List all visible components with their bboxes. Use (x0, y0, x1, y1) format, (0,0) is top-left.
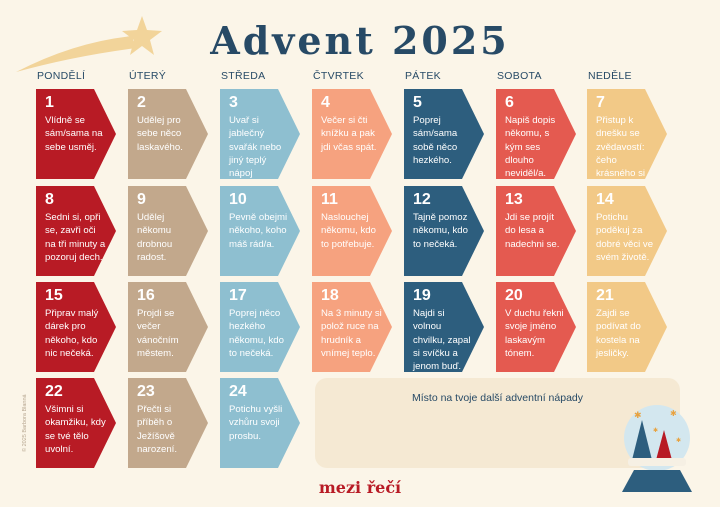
day-number: 12 (413, 191, 431, 208)
advent-day-15: 15 Připrav malý dárek pro někoho, kdo ni… (36, 282, 116, 372)
day-task: Udělej pro sebe něco laskavého. (137, 115, 183, 153)
day-number: 22 (45, 383, 63, 400)
day-task: Jdi se projít do lesa a nadechni se. (505, 212, 560, 250)
day-task: Poprej něco hezkého někomu, kdo to neček… (229, 308, 284, 359)
day-number: 24 (229, 383, 247, 400)
day-number: 10 (229, 191, 247, 208)
day-number: 4 (321, 94, 330, 111)
advent-day-10: 10 Pevně obejmi někoho, koho máš rád/a. (220, 186, 300, 276)
advent-day-12: 12 Tajně pomoz někomu, kdo to nečeká. (404, 186, 484, 276)
svg-text:✱: ✱ (676, 437, 681, 444)
day-task: Na 3 minuty si polož ruce na hrudník a v… (321, 308, 382, 359)
day-number: 1 (45, 94, 54, 111)
day-task: Najdi si volnou chvilku, zapal si svíčku… (413, 308, 471, 373)
day-number: 2 (137, 94, 146, 111)
day-number: 16 (137, 287, 155, 304)
day-task: Připrav malý dárek pro někoho, kdo nic n… (45, 308, 99, 359)
weekday-label: SOBOTA (497, 70, 542, 82)
day-task: Vlídně se sám/sama na sebe usměj. (45, 115, 103, 153)
day-number: 8 (45, 191, 54, 208)
day-task: Přistup k dnešku se zvědavostí: čeho krá… (596, 115, 646, 180)
brand-logo: mezi řečí (318, 478, 402, 497)
day-number: 13 (505, 191, 523, 208)
day-task: Poprej sám/sama sobě něco hezkého. (413, 115, 458, 166)
day-task: Pevně obejmi někoho, koho máš rád/a. (229, 212, 288, 250)
advent-day-7: 7 Přistup k dnešku se zvědavostí: čeho k… (587, 89, 667, 179)
day-number: 18 (321, 287, 339, 304)
day-number: 5 (413, 94, 422, 111)
day-task: V duchu řekni svoje jméno laskavým tónem… (505, 308, 564, 359)
day-number: 23 (137, 383, 155, 400)
advent-day-18: 18 Na 3 minuty si polož ruce na hrudník … (312, 282, 392, 372)
day-number: 17 (229, 287, 247, 304)
advent-day-14: 14 Potichu poděkuj za dobré věci ve svém… (587, 186, 667, 276)
day-task: Udělej někomu drobnou radost. (137, 212, 173, 263)
advent-day-1: 1 Vlídně se sám/sama na sebe usměj. (36, 89, 116, 179)
day-number: 9 (137, 191, 146, 208)
day-task: Přečti si příběh o Ježíšově narození. (137, 404, 178, 455)
weekday-label: PÁTEK (405, 70, 441, 82)
weekday-label: NEDĚLE (588, 70, 632, 82)
day-task: Všimni si okamžiku, kdy se tvé tělo uvol… (45, 404, 106, 455)
day-number: 11 (321, 191, 338, 208)
weekday-label: ÚTERÝ (129, 70, 167, 82)
advent-day-21: 21 Zajdi se podívat do kostela na jeslič… (587, 282, 667, 372)
day-task: Sedni si, opři se, zavři oči na tři minu… (45, 212, 106, 263)
day-task: Zajdi se podívat do kostela na jesličky. (596, 308, 641, 359)
weekday-label: ČTVRTEK (313, 70, 364, 82)
ideas-box: Místo na tvoje další adventní nápady (315, 378, 680, 468)
day-number: 7 (596, 94, 605, 111)
copyright-credit: © 2025 Barbora Blanná (22, 394, 28, 452)
svg-text:✱: ✱ (634, 411, 642, 421)
advent-day-4: 4 Večer si čti knížku a pak jdi včas spá… (312, 89, 392, 179)
day-number: 19 (413, 287, 431, 304)
advent-day-24: 24 Potichu vyšli vzhůru svoji prosbu. (220, 378, 300, 468)
advent-day-3: 3 Uvař si jablečný svařák nebo jiný tepl… (220, 89, 300, 179)
snow-globe-icon: ✱ ✱ ✱ ✱ (622, 405, 692, 492)
day-task: Projdi se večer vánočním městem. (137, 308, 179, 359)
day-task: Naslouchej někomu, kdo to potřebuje. (321, 212, 376, 250)
day-task: Potichu poděkuj za dobré věci ve svém ži… (596, 212, 654, 263)
ideas-label: Místo na tvoje další adventní nápady (411, 392, 584, 404)
advent-day-20: 20 V duchu řekni svoje jméno laskavým tó… (496, 282, 576, 372)
day-number: 15 (45, 287, 63, 304)
day-task: Večer si čti knížku a pak jdi včas spát. (321, 115, 377, 153)
advent-day-13: 13 Jdi se projít do lesa a nadechni se. (496, 186, 576, 276)
advent-day-19: 19 Najdi si volnou chvilku, zapal si sví… (404, 282, 484, 372)
advent-day-2: 2 Udělej pro sebe něco laskavého. (128, 89, 208, 179)
shooting-star-icon (16, 16, 162, 72)
advent-day-17: 17 Poprej něco hezkého někomu, kdo to ne… (220, 282, 300, 372)
day-number: 6 (505, 94, 514, 111)
day-task: Napiš dopis někomu, s kým ses dlouho nev… (505, 115, 556, 180)
weekday-label: STŘEDA (221, 70, 266, 82)
day-task: Potichu vyšli vzhůru svoji prosbu. (229, 404, 283, 442)
advent-day-11: 11 Naslouchej někomu, kdo to potřebuje. (312, 186, 392, 276)
day-task: Tajně pomoz někomu, kdo to nečeká. (413, 212, 468, 250)
day-task: Uvař si jablečný svařák nebo jiný teplý … (229, 115, 282, 180)
day-number: 3 (229, 94, 238, 111)
advent-day-5: 5 Poprej sám/sama sobě něco hezkého. (404, 89, 484, 179)
advent-day-16: 16 Projdi se večer vánočním městem. (128, 282, 208, 372)
advent-day-23: 23 Přečti si příběh o Ježíšově narození. (128, 378, 208, 468)
day-number: 20 (505, 287, 523, 304)
advent-day-8: 8 Sedni si, opři se, zavři oči na tři mi… (36, 186, 116, 276)
day-number: 14 (596, 191, 614, 208)
weekday-label: PONDĚLÍ (37, 70, 86, 82)
day-number: 21 (596, 287, 614, 304)
svg-text:✱: ✱ (653, 427, 658, 434)
svg-text:✱: ✱ (670, 409, 677, 418)
advent-day-22: 22 Všimni si okamžiku, kdy se tvé tělo u… (36, 378, 116, 468)
advent-day-9: 9 Udělej někomu drobnou radost. (128, 186, 208, 276)
page-title: Advent 2025 (210, 18, 510, 63)
advent-day-6: 6 Napiš dopis někomu, s kým ses dlouho n… (496, 89, 576, 179)
